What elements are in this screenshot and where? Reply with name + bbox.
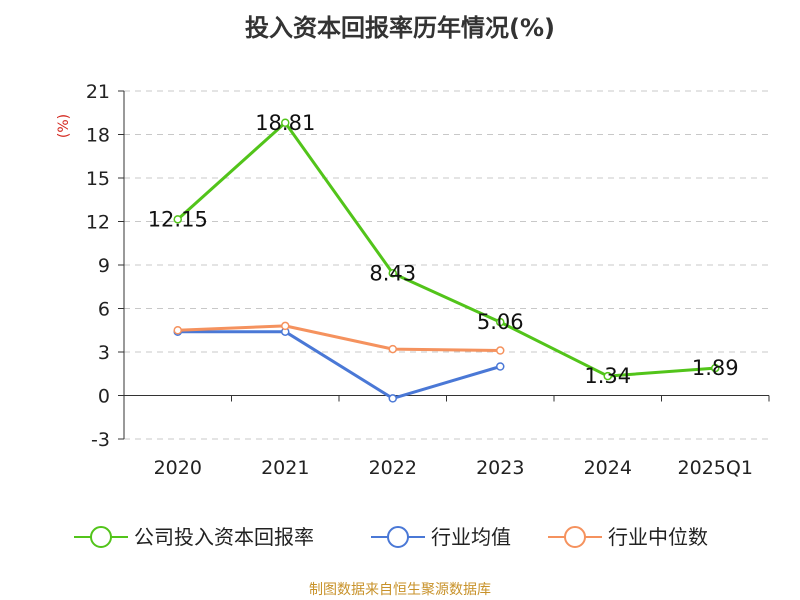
x-tick-label: 2024	[584, 457, 632, 479]
data-label: 18.81	[255, 111, 315, 135]
data-point[interactable]	[281, 118, 290, 128]
series-line	[177, 330, 501, 400]
data-point[interactable]	[496, 346, 505, 355]
label-layer: 12.15 18.81 8.43 5.06 1.34 1.89	[148, 111, 739, 388]
data-point[interactable]	[388, 394, 397, 403]
legend-marker	[564, 526, 586, 548]
y-tick-label: 3	[98, 342, 110, 364]
data-point[interactable]	[388, 269, 397, 278]
data-point[interactable]	[173, 326, 182, 335]
data-point[interactable]	[388, 344, 397, 354]
data-point[interactable]	[711, 363, 720, 373]
x-tick-label: 2020	[154, 457, 202, 479]
series-line	[177, 324, 501, 353]
y-tick-label: 18	[86, 125, 110, 147]
data-label: 12.15	[148, 207, 208, 231]
y-tick-label: 6	[98, 299, 110, 321]
data-label: 1.34	[584, 364, 631, 388]
data-label: 8.43	[369, 261, 416, 285]
series-layer	[173, 118, 720, 403]
y-tick-label: -3	[91, 429, 110, 451]
data-point[interactable]	[496, 317, 505, 327]
y-tick-label: 15	[86, 168, 110, 190]
x-tick-label: 2023	[476, 457, 524, 479]
x-tick-label: 2022	[369, 457, 417, 479]
series-line	[176, 121, 716, 378]
axis-layer: -3 0 3 6 9 12 15 18 21 2020 2021 2022 2023 2024 2025Q1	[86, 81, 770, 479]
y-axis-unit-label: (%)	[56, 114, 72, 138]
data-point[interactable]	[173, 215, 182, 224]
legend-marker	[387, 526, 409, 548]
legend-marker	[90, 526, 112, 548]
y-tick-label: 12	[86, 212, 110, 234]
data-label: 5.06	[477, 310, 524, 334]
legend[interactable]: 公司投入资本回报率 行业均值 行业中位数	[74, 525, 708, 549]
data-label: 1.89	[692, 356, 739, 380]
y-tick-label: 9	[98, 255, 110, 277]
legend-label[interactable]: 行业均值	[431, 525, 511, 549]
legend-label[interactable]: 公司投入资本回报率	[134, 525, 314, 549]
legend-label[interactable]: 行业中位数	[608, 525, 708, 549]
data-point[interactable]	[603, 371, 612, 381]
data-point[interactable]	[281, 321, 290, 331]
source-note: 制图数据来自恒生聚源数据库	[309, 582, 491, 598]
chart-title: 投入资本回报率历年情况(%)	[245, 14, 555, 42]
data-point[interactable]	[496, 362, 505, 371]
x-tick-label: 2025Q1	[678, 457, 753, 479]
y-tick-label: 21	[86, 81, 110, 103]
grid-layer	[124, 90, 769, 440]
y-tick-label: 0	[98, 386, 110, 408]
x-tick-label: 2021	[261, 457, 309, 479]
